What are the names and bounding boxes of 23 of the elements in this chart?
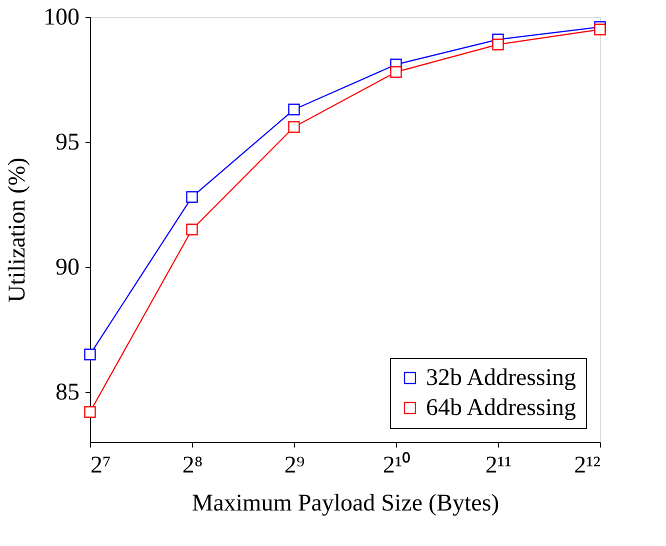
x-tick-label: 2¹² <box>574 452 600 478</box>
y-tick-label: 100 <box>44 4 80 30</box>
point <box>186 191 198 203</box>
point <box>186 224 198 236</box>
point <box>288 104 300 116</box>
point <box>84 406 96 418</box>
point <box>288 121 300 133</box>
legend-label: 64b Addressing <box>426 395 576 421</box>
point <box>84 348 96 360</box>
point <box>594 24 606 36</box>
y-tick-label: 95 <box>56 130 80 156</box>
y-axis-title: Utilization (%) <box>4 158 30 302</box>
x-tick-label: 2⁸ <box>182 452 203 478</box>
y-tick-label: 85 <box>56 380 80 406</box>
y-tick-label: 90 <box>56 254 80 280</box>
x-tick-label: 2⁹ <box>284 452 305 478</box>
x-tick-label: 2⁷ <box>90 452 111 478</box>
point <box>390 66 402 78</box>
x-tick-label: 2¹¹ <box>485 452 512 478</box>
x-axis-title: Maximum Payload Size (Bytes) <box>192 490 500 516</box>
x-tick-label: 2¹⁰ <box>382 452 410 478</box>
legend-label: 32b Addressing <box>426 365 576 391</box>
point <box>492 38 504 50</box>
